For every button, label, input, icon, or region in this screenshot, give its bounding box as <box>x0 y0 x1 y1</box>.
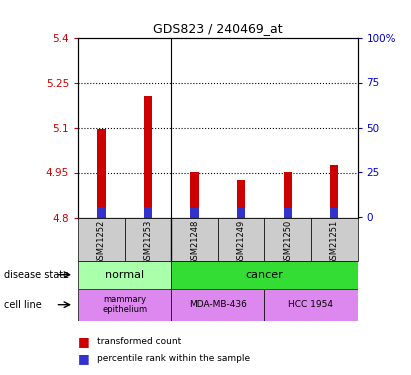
Bar <box>144 96 152 218</box>
Text: GSM21249: GSM21249 <box>237 220 246 265</box>
Text: disease state: disease state <box>4 270 69 280</box>
Title: GDS823 / 240469_at: GDS823 / 240469_at <box>153 22 283 35</box>
Bar <box>264 217 311 261</box>
Text: GSM21252: GSM21252 <box>97 220 106 265</box>
Text: ■: ■ <box>78 335 90 348</box>
Bar <box>311 217 358 261</box>
Bar <box>237 209 245 218</box>
Text: GSM21253: GSM21253 <box>143 220 152 265</box>
Bar <box>171 217 218 261</box>
Bar <box>330 208 339 218</box>
Bar <box>78 289 171 321</box>
Bar <box>78 217 125 261</box>
Text: GSM21248: GSM21248 <box>190 220 199 265</box>
Bar <box>97 207 106 218</box>
Text: MDA-MB-436: MDA-MB-436 <box>189 300 247 309</box>
Bar <box>190 172 199 217</box>
Text: cancer: cancer <box>245 270 283 280</box>
Bar <box>218 217 264 261</box>
Text: transformed count: transformed count <box>97 337 181 346</box>
Bar <box>284 172 292 217</box>
Text: percentile rank within the sample: percentile rank within the sample <box>97 354 250 363</box>
Text: normal: normal <box>105 270 144 280</box>
Text: GSM21251: GSM21251 <box>330 220 339 265</box>
Text: GSM21250: GSM21250 <box>283 220 292 265</box>
Bar <box>171 289 264 321</box>
Bar <box>144 207 152 218</box>
Bar <box>330 165 339 218</box>
Bar <box>97 129 106 218</box>
Text: mammary
epithelium: mammary epithelium <box>102 295 147 314</box>
Bar <box>264 289 358 321</box>
Bar <box>190 208 199 218</box>
Text: ■: ■ <box>78 352 90 364</box>
Bar <box>125 217 171 261</box>
Bar <box>284 208 292 218</box>
Bar <box>237 180 245 218</box>
Text: cell line: cell line <box>4 300 42 310</box>
Text: HCC 1954: HCC 1954 <box>289 300 333 309</box>
Bar <box>78 261 171 289</box>
Bar <box>171 261 358 289</box>
